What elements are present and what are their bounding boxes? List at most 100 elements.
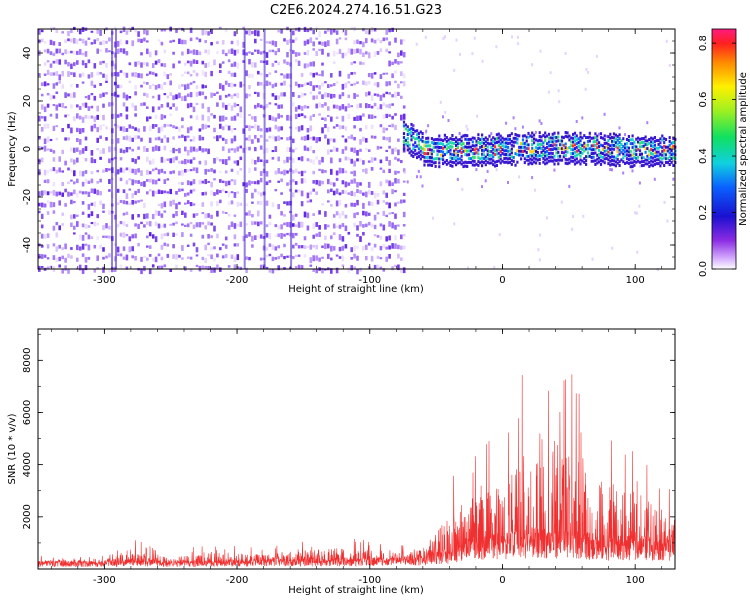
spectrogram-cell [151,168,155,172]
spectrogram-cell [102,266,105,273]
spectrogram-cell [93,123,97,129]
spectrogram-cell [618,164,621,167]
spectrogram-cell [131,26,134,30]
spectrogram-cell [560,147,564,151]
spectrogram-cell [210,70,213,77]
spectrogram-cell [64,92,67,98]
spectrogram-cell [659,156,662,160]
spectrogram-cell [186,60,190,64]
spectrogram-cell [350,105,353,108]
spectrogram-cell [245,203,248,207]
spectrogram-cell [268,127,272,132]
spectrogram-cell [55,71,59,76]
spectrogram-cell [638,141,642,145]
spectrogram-cell [394,178,397,184]
spectrogram-cell [341,245,345,251]
spectrogram-cell [653,177,656,181]
spectrogram-cell [385,214,388,218]
spectrogram-cell [546,157,549,161]
spectrogram-cell [547,90,550,94]
spectrogram-cell [309,244,313,250]
spectrogram-cell [166,74,170,80]
spectrogram-cell [221,159,225,164]
spectrogram-cell [557,89,560,93]
spectrogram-cell [90,105,94,109]
spectrogram-cell [640,164,643,168]
spectrogram-cell [529,161,532,165]
spectrogram-cell [447,161,450,165]
spectrogram-cell [663,144,666,148]
spectrogram-cell [434,157,437,161]
spectrogram-cell [512,140,515,144]
spectrogram-cell [137,188,140,194]
spectrogram-cell [564,52,567,55]
spectrogram-cell [544,146,547,150]
spectrogram-cell [236,201,240,207]
spectrogram-cell [402,168,406,173]
spectrogram-cell [224,94,228,98]
spectrogram-cell [494,145,497,149]
spectrogram-cell [64,59,67,65]
spectrogram-cell [505,156,508,160]
spectrogram-cell [280,73,283,76]
spectrogram-cell [236,191,240,194]
spectrogram-cell [294,232,298,236]
colorbar-label: Normalized spectral amplitude [738,72,749,226]
spectrogram-cell [119,48,123,53]
spectrogram-cell [108,158,111,164]
spectrogram-cell [175,221,178,225]
spectrogram-cell [507,153,510,157]
spectrogram-cell [341,180,345,185]
spectrogram-cell [651,152,655,156]
spectrogram-cell [134,233,137,239]
spectrogram-cell [347,182,351,186]
spectrogram-cell [134,72,137,78]
spectrogram-cell [96,255,99,261]
spectrogram-cell [388,221,391,227]
spectrogram-cell [434,161,437,165]
spectrogram-cell [627,138,630,142]
spectrogram-cell [468,160,471,164]
spectrogram-cell [128,178,132,181]
spectrogram-cell [650,163,653,167]
spectrogram-cell [67,191,70,197]
spectrogram-cell [663,200,666,204]
spectrogram-cell [533,137,536,141]
spectrogram-cell [473,136,476,140]
spectrogram-cell [468,137,471,141]
spectrogram-cell [254,160,257,165]
spectrogram-cell [163,264,167,268]
spectrogram-cell [280,82,283,86]
spectrogram-cell [312,268,315,272]
spectrogram-cell [198,135,202,141]
spectrogram-cell [335,30,339,35]
spectrogram-cell [46,92,50,96]
spectrogram-cell [73,116,76,122]
spectrogram-cell [96,222,99,226]
spectrogram-cell [611,143,614,147]
spectrogram-cell [160,213,164,218]
spectrogram-cell [425,152,428,156]
spectrogram-cell [338,48,342,54]
spectrogram-cell [268,72,272,75]
spectrogram-cell [184,39,187,45]
spectrogram-cell [445,162,448,166]
spectrogram-cell [440,157,443,161]
spectrogram-cell [365,168,368,174]
spectrogram-cell [122,48,126,54]
spectrogram-cell [49,39,53,45]
spectrogram-cell [90,211,94,217]
spectrogram-cell [318,41,321,45]
spectrogram-cell [248,51,251,54]
spectrogram-cell [43,169,47,176]
spectrogram-cell [367,201,371,206]
spectrogram-cell [624,154,627,158]
spectrogram-cell [61,102,64,108]
spectrogram-cell [102,114,105,121]
spectrogram-cell [87,204,91,210]
spectrogram-cell [603,145,606,149]
spectrogram-cell [81,81,85,84]
snr-frame [37,328,676,570]
spectrogram-cell [280,29,283,34]
